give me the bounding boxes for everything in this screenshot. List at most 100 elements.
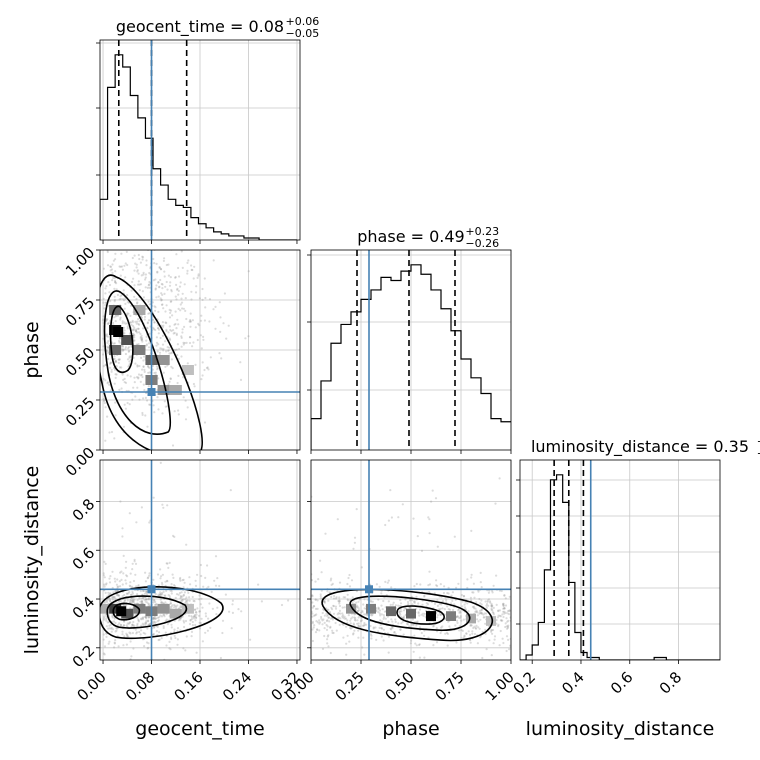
scatter-point	[464, 601, 467, 604]
scatter-point	[121, 320, 124, 323]
scatter-point	[184, 602, 187, 605]
scatter-point	[399, 613, 402, 616]
scatter-point	[104, 562, 107, 566]
scatter-point	[108, 291, 111, 294]
scatter-point	[334, 605, 337, 608]
scatter-point	[199, 319, 203, 322]
scatter-point	[182, 593, 185, 597]
scatter-point	[148, 366, 151, 369]
scatter-point	[172, 576, 175, 580]
scatter-point	[349, 622, 352, 625]
scatter-point	[363, 623, 366, 627]
scatter-point	[155, 262, 158, 265]
scatter-point	[122, 289, 125, 292]
scatter-point	[127, 350, 130, 353]
scatter-point	[184, 619, 188, 623]
scatter-point	[141, 600, 144, 604]
scatter-point	[137, 280, 140, 283]
scatter-point	[130, 323, 133, 326]
scatter-point	[399, 628, 402, 631]
scatter-point	[428, 583, 432, 586]
histogram-geocent_time	[100, 54, 297, 240]
scatter-point	[159, 591, 162, 594]
scatter-point	[134, 330, 138, 333]
scatter-point	[145, 259, 148, 262]
scatter-point	[190, 290, 193, 293]
scatter-point	[380, 635, 383, 638]
scatter-point	[370, 600, 373, 603]
scatter-point	[459, 611, 462, 614]
scatter-point	[131, 624, 134, 627]
scatter-point	[132, 324, 135, 328]
scatter-point	[382, 628, 385, 631]
scatter-point	[103, 560, 106, 564]
scatter-point	[107, 322, 110, 325]
scatter-point	[118, 358, 121, 361]
scatter-point	[136, 270, 139, 273]
title-minus-error: −0.26	[465, 237, 499, 250]
scatter-point	[113, 642, 116, 645]
scatter-point	[124, 352, 127, 356]
scatter-point	[329, 651, 332, 655]
scatter-point	[165, 644, 168, 647]
scatter-point	[142, 271, 145, 274]
scatter-point	[130, 655, 133, 658]
scatter-point	[482, 613, 485, 616]
scatter-point	[321, 647, 325, 651]
scatter-point	[109, 592, 112, 595]
scatter-point	[390, 618, 393, 621]
scatter-point	[205, 366, 209, 370]
scatter-point	[463, 606, 467, 609]
scatter-point	[109, 269, 112, 272]
scatter-point	[142, 273, 145, 276]
scatter-point	[157, 377, 160, 380]
scatter-point	[153, 305, 156, 308]
scatter-point	[189, 336, 192, 339]
scatter-point	[145, 326, 149, 329]
scatter-point	[460, 628, 463, 632]
scatter-point	[322, 600, 326, 603]
scatter-point	[338, 599, 341, 602]
title-minus-error: −0.06	[757, 447, 760, 460]
scatter-point	[361, 624, 364, 627]
scatter-point	[408, 606, 411, 609]
scatter-point	[331, 629, 334, 632]
scatter-point	[389, 603, 392, 607]
scatter-point	[449, 602, 453, 605]
scatter-point	[122, 624, 125, 627]
scatter-point	[177, 307, 180, 310]
scatter-point	[323, 634, 326, 638]
scatter-point	[134, 362, 137, 365]
scatter-point	[387, 519, 390, 522]
scatter-point	[194, 363, 197, 366]
scatter-point	[169, 602, 172, 605]
scatter-point	[123, 620, 126, 623]
scatter-point	[140, 373, 143, 376]
scatter-point	[169, 311, 172, 314]
scatter-point	[137, 584, 140, 587]
scatter-point	[474, 627, 478, 630]
scatter-point	[184, 418, 188, 421]
scatter-point	[502, 603, 505, 606]
scatter-point	[359, 625, 362, 628]
scatter-point	[400, 622, 403, 625]
scatter-point	[169, 300, 172, 303]
scatter-point	[103, 401, 106, 405]
scatter-point	[247, 335, 250, 338]
scatter-point	[155, 603, 158, 606]
scatter-point	[139, 337, 142, 340]
scatter-point	[133, 381, 136, 384]
scatter-point	[183, 621, 186, 624]
scatter-point	[479, 636, 482, 639]
scatter-point	[173, 410, 176, 413]
scatter-point	[164, 310, 167, 313]
scatter-point	[180, 335, 183, 338]
scatter-point	[325, 619, 328, 623]
scatter-point	[138, 320, 141, 323]
scatter-point	[121, 345, 124, 348]
scatter-point	[115, 373, 118, 376]
scatter-point	[170, 605, 173, 608]
scatter-point	[326, 613, 329, 617]
scatter-point	[153, 625, 156, 629]
scatter-point	[140, 624, 143, 627]
